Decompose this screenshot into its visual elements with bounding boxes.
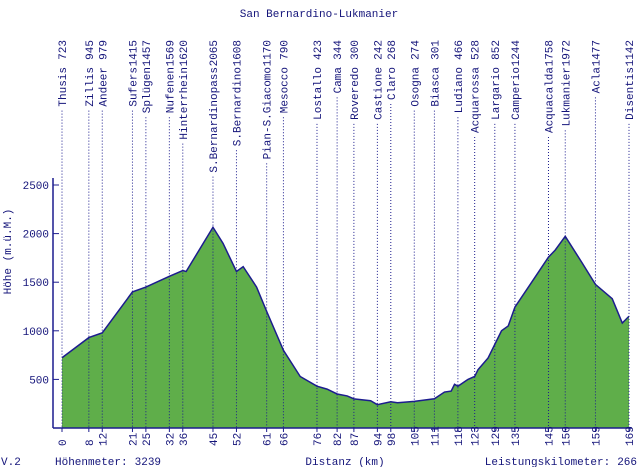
place-elevation: 300 [350, 40, 362, 60]
place-elevation: 979 [98, 40, 110, 60]
place-name: S.Bernardino [232, 67, 244, 146]
place-name: Lukmanier [561, 67, 573, 126]
place-name: Castione [373, 67, 385, 120]
place-name: Disentis [625, 67, 637, 120]
place-name: Largario [491, 67, 503, 120]
x-tick-label: 98 [387, 433, 399, 446]
place-name: Zillis [85, 67, 97, 107]
place-elevation: 2065 [209, 40, 221, 66]
place-elevation: 344 [333, 40, 345, 60]
area-fill [62, 227, 629, 428]
x-tick-label: 159 [591, 426, 603, 446]
place-name: S.Bernardinopass [209, 67, 221, 173]
place-elevation: 274 [410, 40, 422, 60]
x-tick-label: 118 [454, 426, 466, 446]
place-elevation: 423 [313, 40, 325, 60]
x-tick-label: 105 [410, 426, 422, 446]
place-name: Claro [387, 67, 399, 100]
x-tick-label: 129 [491, 426, 503, 446]
x-tick-label: 87 [350, 433, 362, 446]
y-axis-label: Höhe (m.ü.M.) [3, 209, 15, 295]
y-tick-label: 1500 [23, 278, 49, 290]
place-name: Cama [333, 67, 345, 94]
chart-title: San Bernardino-Lukmanier [240, 9, 398, 21]
place-elevation: 1972 [561, 40, 573, 66]
x-tick-label: 25 [142, 433, 154, 446]
x-tick-label: 8 [85, 439, 97, 446]
place-name: Pian-S.Giacomo [263, 67, 275, 159]
y-tick-label: 500 [29, 375, 49, 387]
place-elevation: 945 [85, 40, 97, 60]
place-name: Mesocco [279, 67, 291, 113]
x-tick-label: 111 [430, 426, 442, 446]
x-tick-label: 61 [263, 432, 275, 446]
x-tick-label: 76 [313, 433, 325, 446]
place-elevation: 723 [58, 40, 70, 60]
place-elevation: 1170 [263, 40, 275, 66]
place-name: Andeer [98, 67, 110, 107]
climb-value: 3239 [135, 457, 161, 467]
climb-label: Höhenmeter: [55, 457, 128, 467]
place-name: Osogna [410, 67, 422, 107]
place-elevation: 301 [430, 40, 442, 60]
place-name: Ludiano [454, 67, 466, 113]
x-tick-label: 123 [471, 426, 483, 446]
x-tick-label: 45 [209, 433, 221, 446]
y-tick-label: 1000 [23, 327, 49, 339]
y-tick-label: 2000 [23, 230, 49, 242]
x-tick-label: 12 [98, 433, 110, 446]
x-tick-label: 52 [232, 433, 244, 446]
place-elevation: 790 [279, 40, 291, 60]
x-tick-label: 94 [373, 432, 385, 446]
place-elevation: 852 [491, 40, 503, 60]
place-name: Splügen [142, 67, 154, 113]
place-name: Thusis [58, 67, 70, 107]
x-tick-label: 150 [561, 426, 573, 446]
version: V.2 [1, 457, 21, 467]
effort: Leistungskilometer: 266 [485, 457, 637, 467]
place-name: Hinterrhein [179, 67, 191, 140]
place-name: Acla [591, 67, 603, 94]
place-elevation: 528 [471, 40, 483, 60]
place-name: Acquacalda [544, 67, 556, 133]
x-tick-label: 82 [333, 433, 345, 446]
place-elevation: 242 [373, 40, 385, 60]
place-elevation: 1620 [179, 40, 191, 66]
effort-label: Leistungskilometer: [485, 457, 610, 467]
x-tick-label: 66 [279, 433, 291, 446]
effort-value: 266 [617, 457, 637, 467]
place-name: Roveredo [350, 67, 362, 120]
place-name: Lostallo [313, 67, 325, 120]
x-tick-label: 32 [165, 433, 177, 446]
x-tick-label: 135 [511, 426, 523, 446]
place-name: Acquarossa [471, 67, 483, 133]
y-tick-label: 2500 [23, 181, 49, 193]
x-tick-label: 145 [544, 426, 556, 446]
climb: Höhenmeter: 3239 [55, 457, 161, 467]
x-tick-label: 36 [179, 433, 191, 446]
place-elevation: 1477 [591, 40, 603, 66]
place-elevation: 1758 [544, 40, 556, 66]
place-elevation: 466 [454, 40, 466, 60]
x-tick-label: 169 [625, 426, 637, 446]
place-elevation: 1244 [511, 40, 523, 67]
place-elevation: 1457 [142, 40, 154, 66]
place-elevation: 1608 [232, 40, 244, 66]
x-tick-label: 21 [128, 432, 140, 446]
x-tick-label: 0 [58, 439, 70, 446]
place-elevation: 1142 [625, 40, 637, 66]
x-axis-label: Distanz (km) [305, 457, 384, 467]
place-name: Sufers [128, 67, 140, 107]
place-name: Camperio [511, 67, 523, 120]
place-name: Nufenen [165, 67, 177, 113]
place-elevation: 268 [387, 40, 399, 60]
place-name: Biasca [430, 67, 442, 107]
place-elevation: 1569 [165, 40, 177, 66]
place-elevation: 1415 [128, 40, 140, 66]
